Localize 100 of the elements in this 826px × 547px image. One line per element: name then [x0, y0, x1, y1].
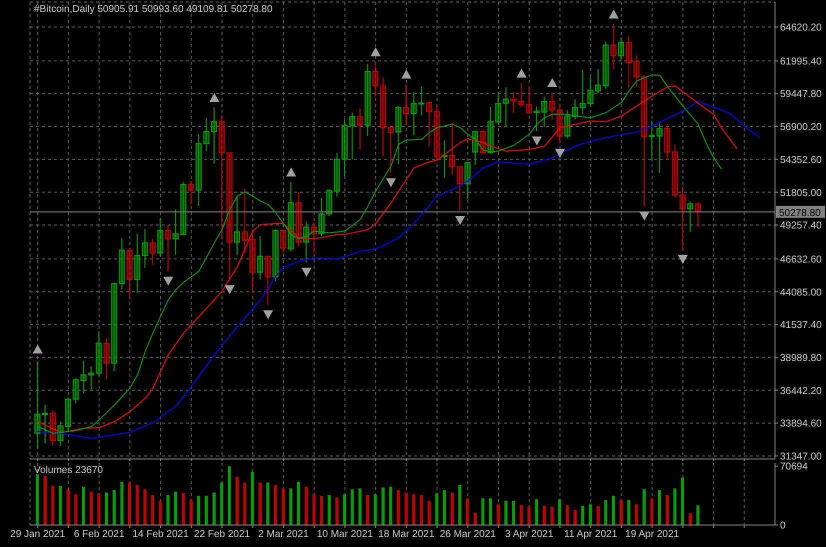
chart-title: #Bitcoin,Daily 50905.91 50993.60 49109.81 50278.80 — [34, 4, 273, 15]
y-tick-label: 31347.00 — [780, 451, 822, 462]
candlestick — [587, 76, 594, 106]
point — [547, 78, 558, 87]
bar — [136, 485, 139, 525]
point — [32, 344, 43, 354]
y-tick-label: 56900.20 — [780, 122, 822, 134]
bar — [404, 492, 408, 525]
bar — [604, 500, 608, 525]
candlestick — [172, 208, 179, 256]
bar — [120, 482, 124, 525]
candlestick — [626, 35, 632, 88]
candlestick — [472, 130, 478, 166]
y-tick-label: 54352.60 — [780, 154, 822, 166]
candlestick — [502, 86, 509, 128]
bar — [612, 496, 615, 525]
bar — [266, 482, 270, 525]
candlestick — [687, 200, 694, 233]
candlestick — [111, 282, 118, 372]
candlestick — [534, 106, 540, 132]
candlestick — [564, 110, 570, 139]
point — [301, 268, 312, 277]
bar — [97, 493, 100, 525]
bar — [512, 500, 516, 525]
bar — [350, 489, 354, 525]
bar — [696, 505, 700, 525]
bar — [212, 492, 216, 525]
candlestick — [210, 107, 217, 164]
candlestick — [664, 124, 670, 161]
bar — [82, 486, 85, 525]
candlestick — [618, 36, 624, 62]
candlestick — [272, 229, 278, 282]
bar — [358, 488, 362, 525]
bar — [542, 506, 546, 525]
candlestick — [50, 410, 56, 446]
y-tick-label: 0 — [780, 520, 786, 532]
bar — [566, 505, 569, 525]
bar — [496, 504, 500, 525]
candlestick — [510, 92, 517, 114]
candlestick — [72, 378, 79, 404]
bar — [274, 485, 277, 525]
point — [532, 136, 542, 146]
y-tick-label: 51805.00 — [780, 188, 822, 199]
bar — [250, 472, 254, 525]
bar — [174, 492, 178, 525]
candlestick — [602, 40, 609, 89]
candlestick — [672, 144, 678, 198]
bar — [650, 498, 654, 525]
bar — [474, 512, 477, 525]
point — [286, 168, 296, 177]
candlestick — [641, 74, 648, 207]
bar — [558, 499, 562, 525]
candlestick — [388, 124, 394, 174]
candlestick — [456, 165, 463, 211]
ref-line-label: 50278.80 — [779, 208, 822, 219]
bar — [197, 496, 200, 525]
y-tick-label: 46632.60 — [780, 254, 822, 266]
candlestick — [157, 218, 164, 257]
bar — [389, 486, 392, 525]
bar — [143, 489, 146, 525]
bar — [228, 466, 231, 525]
bar — [151, 495, 154, 525]
candlestick — [164, 224, 171, 272]
bar — [396, 490, 400, 525]
candlestick — [679, 186, 686, 250]
candlestick — [242, 188, 248, 254]
bar — [642, 489, 646, 525]
point — [608, 10, 619, 19]
bar — [312, 494, 316, 525]
point — [554, 148, 565, 158]
bar — [420, 495, 423, 525]
candlestick — [295, 192, 302, 248]
candlestick — [518, 82, 524, 108]
bar — [442, 490, 446, 525]
bar — [481, 498, 484, 525]
candlestick — [403, 84, 409, 126]
bar — [596, 506, 600, 525]
candlestick — [65, 398, 72, 432]
candlestick — [318, 197, 325, 237]
point — [163, 276, 174, 286]
candlestick — [395, 105, 402, 165]
candlestick — [218, 114, 225, 240]
candlestick — [264, 255, 271, 306]
candlestick — [418, 86, 424, 116]
bar — [634, 504, 638, 525]
candlestick — [495, 92, 502, 124]
candlestick — [126, 247, 133, 298]
bar — [158, 500, 162, 525]
candlestick — [595, 68, 602, 94]
point — [209, 93, 220, 102]
candlestick — [257, 236, 264, 280]
candlestick — [434, 104, 440, 160]
candlestick — [180, 182, 186, 236]
bar — [289, 488, 292, 525]
bar — [466, 498, 469, 525]
bar — [658, 490, 661, 525]
bar — [412, 494, 416, 525]
candlestick — [196, 134, 202, 207]
candlestick — [349, 112, 356, 160]
bar — [680, 478, 684, 525]
